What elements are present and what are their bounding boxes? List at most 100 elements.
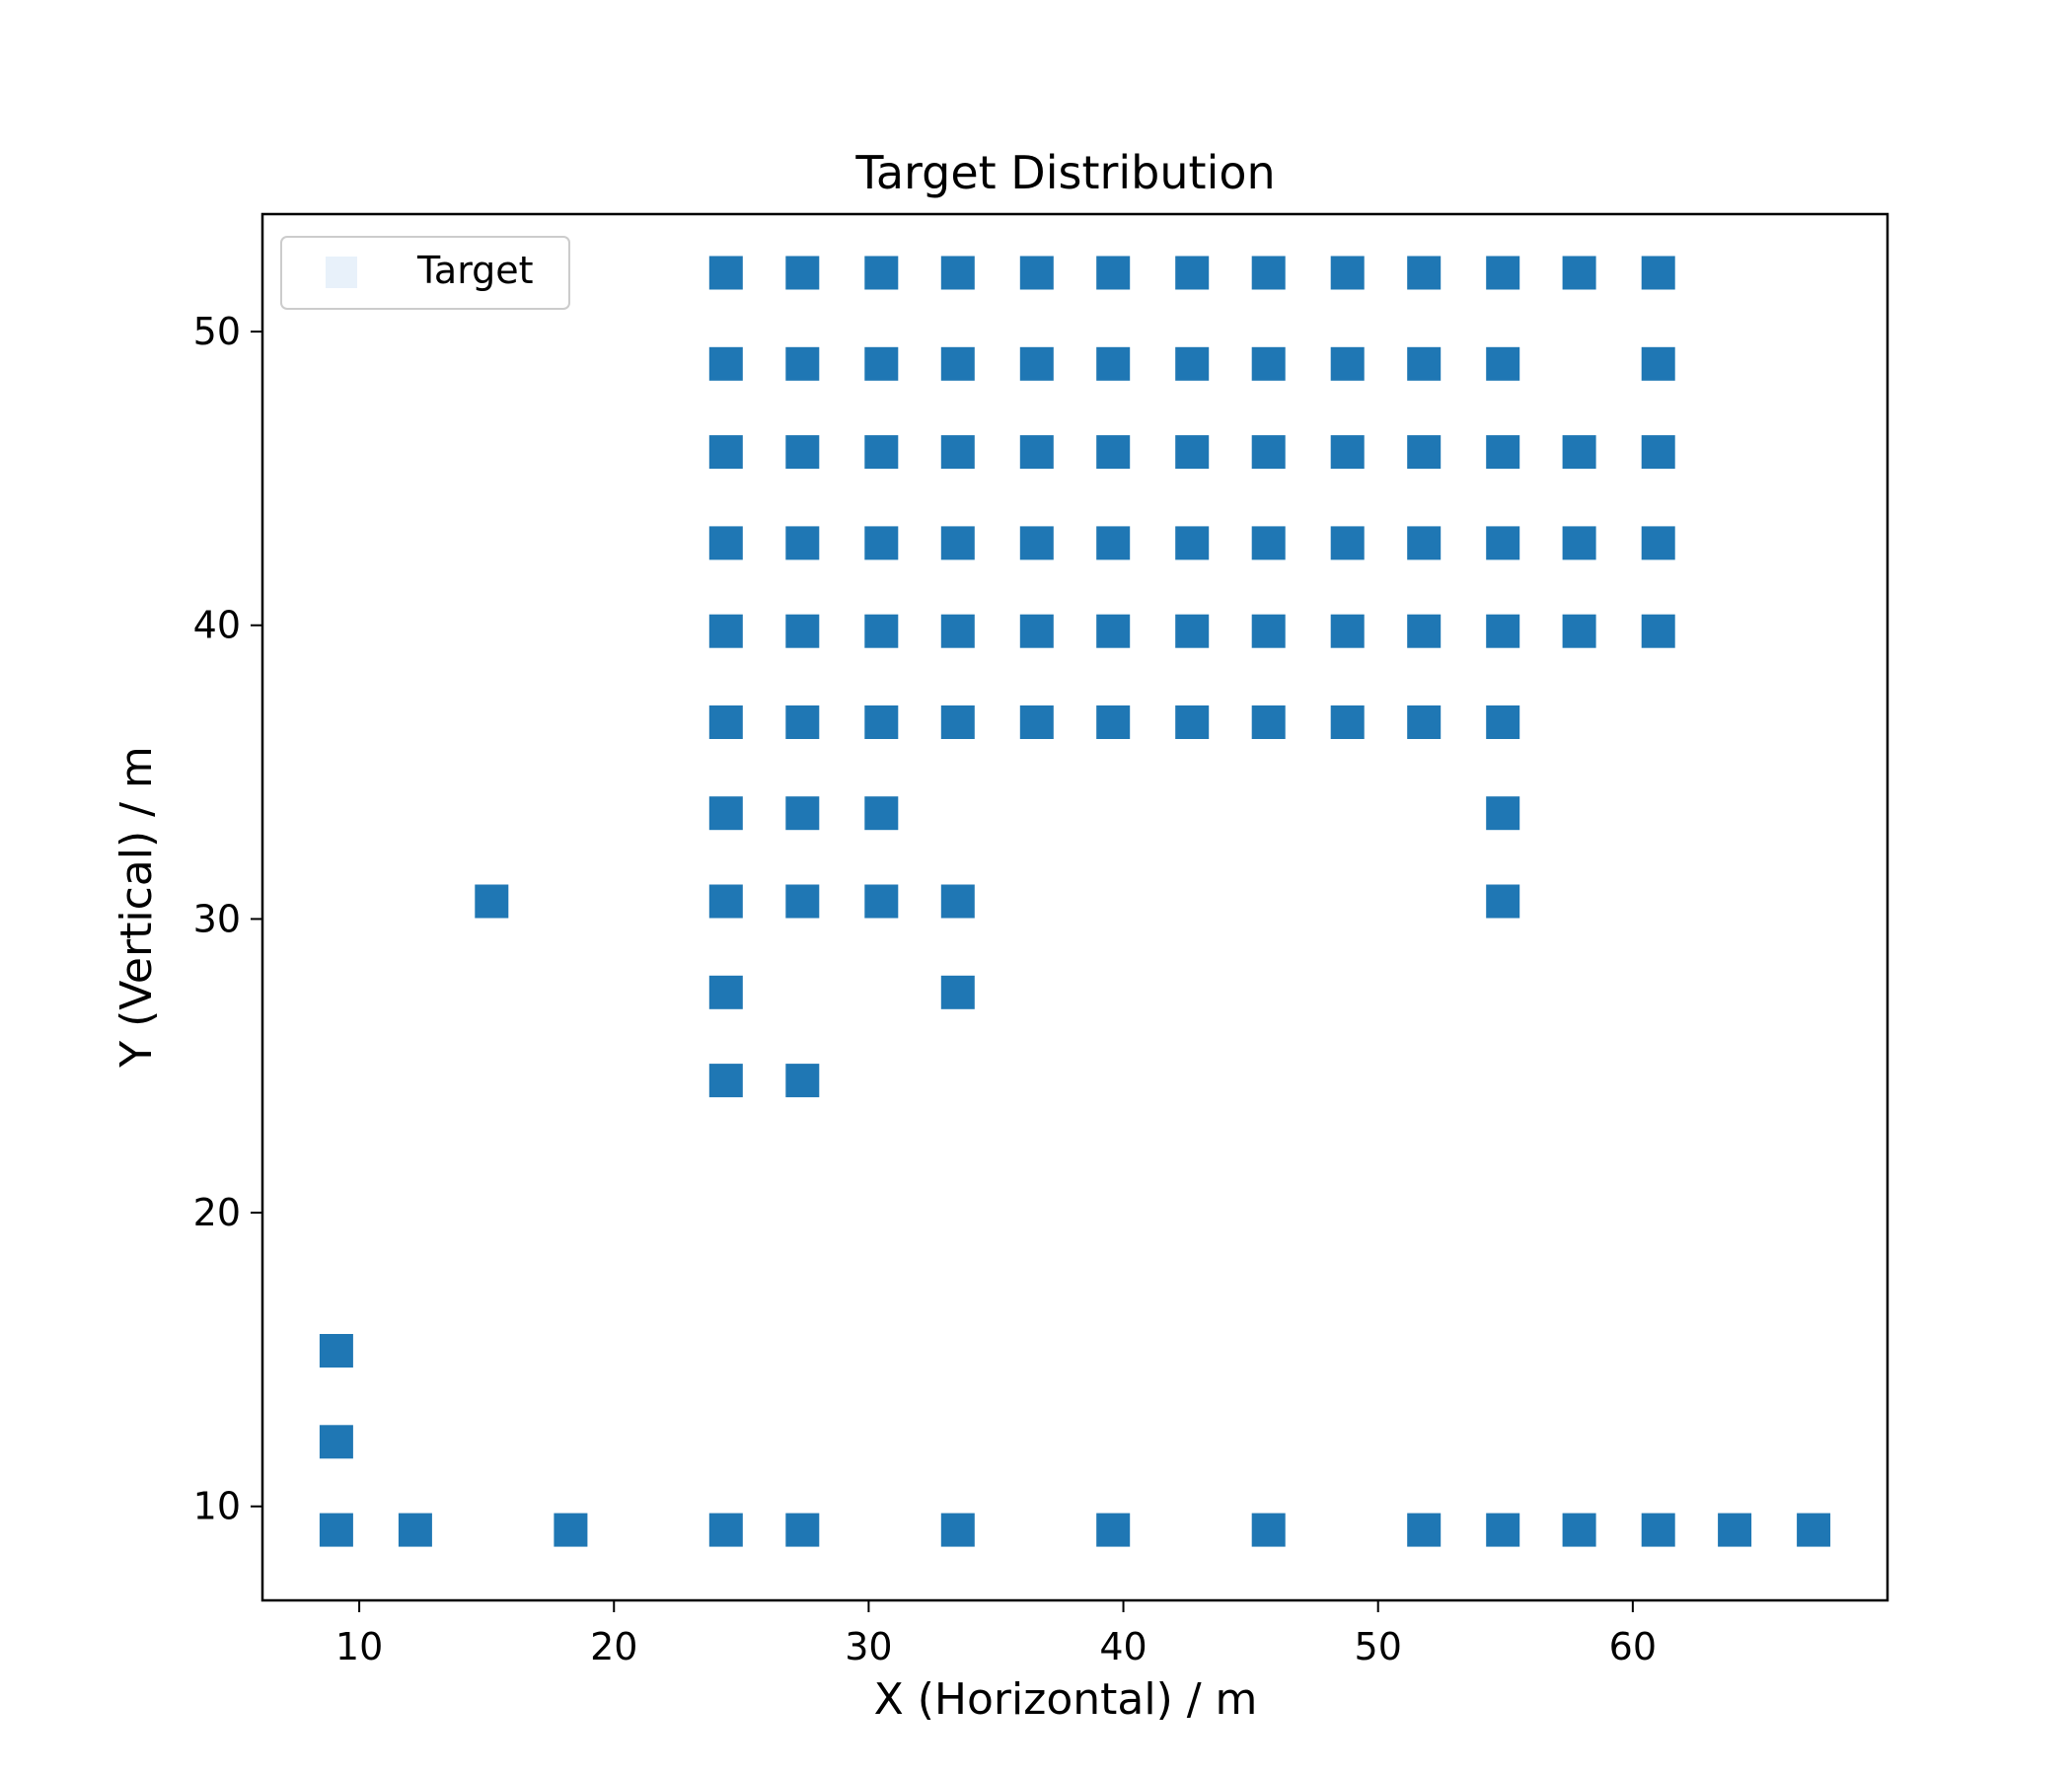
data-point bbox=[864, 256, 899, 290]
data-point bbox=[1641, 526, 1675, 560]
data-point bbox=[864, 796, 899, 831]
data-point bbox=[1486, 1513, 1520, 1547]
data-point bbox=[1486, 526, 1520, 560]
data-point bbox=[1562, 1513, 1596, 1547]
y-tick-label: 50 bbox=[193, 310, 241, 353]
y-tick-label: 40 bbox=[193, 604, 241, 647]
data-point bbox=[1096, 614, 1131, 648]
data-point bbox=[1175, 256, 1210, 290]
data-points bbox=[319, 256, 1831, 1547]
data-point bbox=[940, 346, 975, 381]
data-point bbox=[1486, 435, 1520, 470]
data-point bbox=[1330, 705, 1365, 739]
x-axis-label: X (Horizontal) / m bbox=[874, 1674, 1258, 1725]
legend: Target bbox=[280, 236, 570, 310]
data-point bbox=[1251, 435, 1286, 470]
data-point bbox=[708, 975, 743, 1009]
data-point bbox=[1330, 256, 1365, 290]
data-point bbox=[1486, 884, 1520, 919]
x-tick-label: 60 bbox=[1609, 1625, 1657, 1668]
data-point bbox=[1486, 796, 1520, 831]
data-point bbox=[1641, 346, 1675, 381]
data-point bbox=[708, 1064, 743, 1098]
data-point bbox=[1407, 256, 1442, 290]
data-point bbox=[1019, 526, 1054, 560]
data-point bbox=[708, 346, 743, 381]
data-point bbox=[1407, 526, 1442, 560]
data-point bbox=[864, 346, 899, 381]
data-point bbox=[1096, 526, 1131, 560]
data-point bbox=[785, 705, 820, 739]
data-point bbox=[864, 435, 899, 470]
legend-marker bbox=[326, 257, 357, 288]
y-tick-label: 20 bbox=[193, 1191, 241, 1234]
axes: 10 20 30 40 50 60 10 20 30 40 50 bbox=[193, 212, 1889, 1668]
data-point bbox=[319, 1334, 353, 1368]
data-point bbox=[864, 614, 899, 648]
data-point bbox=[940, 884, 975, 919]
data-point bbox=[1251, 256, 1286, 290]
data-point bbox=[1641, 435, 1675, 470]
data-point bbox=[1562, 435, 1596, 470]
data-point bbox=[708, 614, 743, 648]
data-point bbox=[785, 435, 820, 470]
data-point bbox=[785, 614, 820, 648]
data-point bbox=[398, 1513, 432, 1547]
data-point bbox=[1019, 614, 1054, 648]
x-tick-label: 40 bbox=[1099, 1625, 1147, 1668]
data-point bbox=[785, 796, 820, 831]
data-point bbox=[864, 705, 899, 739]
data-point bbox=[785, 526, 820, 560]
data-point bbox=[1251, 705, 1286, 739]
data-point bbox=[319, 1513, 353, 1547]
data-point bbox=[1019, 705, 1054, 739]
data-point bbox=[1251, 526, 1286, 560]
data-point bbox=[1486, 614, 1520, 648]
data-point bbox=[1175, 705, 1210, 739]
data-point bbox=[554, 1513, 588, 1547]
data-point bbox=[1407, 346, 1442, 381]
x-tick-label: 20 bbox=[590, 1625, 637, 1668]
data-point bbox=[1251, 614, 1286, 648]
data-point bbox=[708, 1513, 743, 1547]
data-point bbox=[1330, 614, 1365, 648]
data-point bbox=[1330, 346, 1365, 381]
data-point bbox=[1407, 1513, 1442, 1547]
data-point bbox=[708, 256, 743, 290]
data-point bbox=[940, 614, 975, 648]
data-point bbox=[1019, 435, 1054, 470]
x-tick-label: 10 bbox=[335, 1625, 383, 1668]
data-point bbox=[708, 526, 743, 560]
data-point bbox=[1096, 256, 1131, 290]
data-point bbox=[1641, 1513, 1675, 1547]
data-point bbox=[1251, 1513, 1286, 1547]
data-point bbox=[1797, 1513, 1831, 1547]
data-point bbox=[708, 796, 743, 831]
data-point bbox=[1486, 256, 1520, 290]
y-tick-label: 30 bbox=[193, 897, 241, 940]
data-point bbox=[1019, 256, 1054, 290]
data-point bbox=[940, 256, 975, 290]
data-point bbox=[1096, 435, 1131, 470]
data-point bbox=[1562, 526, 1596, 560]
data-point bbox=[1251, 346, 1286, 381]
data-point bbox=[1019, 346, 1054, 381]
data-point bbox=[1562, 256, 1596, 290]
data-point bbox=[940, 975, 975, 1009]
chart-title: Target Distribution bbox=[854, 146, 1275, 199]
data-point bbox=[1641, 256, 1675, 290]
data-point bbox=[1486, 705, 1520, 739]
data-point bbox=[1096, 705, 1131, 739]
data-point bbox=[785, 256, 820, 290]
x-tick-label: 50 bbox=[1355, 1625, 1402, 1668]
data-point bbox=[708, 705, 743, 739]
data-point bbox=[1407, 614, 1442, 648]
legend-label: Target bbox=[416, 249, 534, 292]
data-point bbox=[708, 884, 743, 919]
data-point bbox=[1175, 435, 1210, 470]
data-point bbox=[864, 526, 899, 560]
y-axis-label: Y (Vertical) / m bbox=[111, 746, 162, 1069]
data-point bbox=[940, 705, 975, 739]
